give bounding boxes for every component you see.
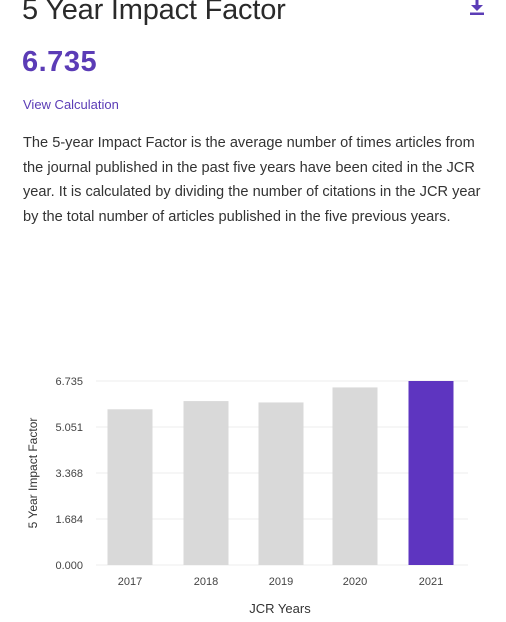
page-title: 5 Year Impact Factor [22, 0, 286, 26]
x-tick-label: 2020 [343, 576, 367, 588]
y-tick-label: 1.684 [55, 514, 83, 526]
download-button[interactable] [466, 0, 488, 18]
impact-factor-value: 6.735 [22, 46, 98, 78]
x-tick-label: 2017 [118, 576, 142, 588]
x-tick-label: 2018 [194, 576, 218, 588]
y-tick-label: 6.735 [55, 376, 83, 388]
x-axis-label: JCR Years [249, 601, 311, 616]
bar-2017 [107, 409, 153, 565]
download-icon [470, 0, 484, 15]
bar-2021 [408, 381, 454, 565]
y-tick-label: 5.051 [55, 422, 83, 434]
view-calculation-link[interactable]: View Calculation [23, 97, 119, 112]
x-tick-label: 2019 [269, 576, 293, 588]
y-tick-label: 3.368 [55, 468, 83, 480]
bar-2019 [258, 402, 304, 565]
y-axis-label: 5 Year Impact Factor [26, 418, 40, 529]
bar-2020 [332, 387, 378, 565]
y-tick-label: 0.000 [55, 560, 83, 572]
description-text: The 5-year Impact Factor is the average … [23, 135, 481, 226]
x-tick-label: 2021 [419, 576, 443, 588]
impact-factor-chart: 0.000 1.684 3.368 5.051 6.735 5 Year Impact F… [26, 376, 468, 616]
bar-2018 [183, 401, 229, 565]
